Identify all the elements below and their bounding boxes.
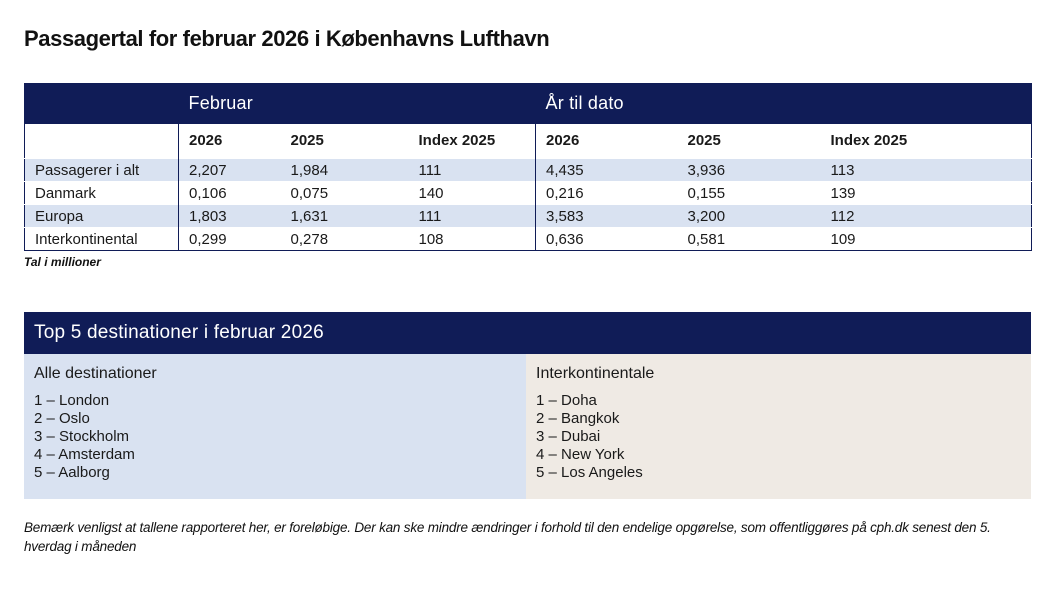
page-title: Passagertal for februar 2026 i København…: [24, 26, 550, 51]
cell-ytd-2025: 3,200: [677, 204, 821, 228]
top5-panel-all-destinations: Alle destinationer 1 – London 2 – Oslo 3…: [24, 354, 526, 499]
cell-ytd-index: 112: [820, 204, 1032, 228]
cell-feb-2026: 1,803: [178, 204, 281, 228]
list-item: 3 – Stockholm: [34, 428, 130, 445]
list-item: 2 – Oslo: [34, 410, 90, 427]
cell-ytd-2026: 0,216: [535, 181, 678, 205]
column-header-ytd-2025: 2025: [687, 132, 721, 150]
row-label: Passagerer i alt: [24, 158, 179, 182]
cell-ytd-2026: 3,583: [535, 204, 678, 228]
column-header-feb-index: Index 2025: [408, 123, 536, 159]
column-header-ytd-index: Index 2025: [830, 132, 908, 150]
cell-feb-2026: 0,106: [178, 181, 281, 205]
cell-feb-index: 111: [408, 158, 536, 182]
cell-feb-index: 140: [408, 181, 536, 205]
top5-panels: Alle destinationer 1 – London 2 – Oslo 3…: [24, 354, 1031, 499]
cell-feb-index: 111: [408, 204, 536, 228]
group-header-corner: [25, 84, 179, 124]
table-row-passagerer-i-alt: Passagerer i alt 2,207 1,984 111 4,435 3…: [24, 158, 1032, 182]
cell-feb-2026: 2,207: [178, 158, 281, 182]
disclaimer-text: Bemærk venligst at tallene rapporteret h…: [24, 520, 991, 554]
cell-ytd-2026: 4,435: [535, 158, 678, 182]
table-row-europa: Europa 1,803 1,631 111 3,583 3,200 112: [24, 204, 1032, 228]
column-header-ytd-2026: 2026: [546, 132, 580, 150]
list-item: 5 – Aalborg: [34, 464, 110, 481]
list-item: 2 – Bangkok: [536, 410, 620, 427]
cell-feb-2025: 1,631: [280, 204, 409, 228]
list-item: 5 – Los Angeles: [536, 464, 643, 481]
passenger-stats-table: Februar År til dato 2026 2025 Index 2025…: [24, 83, 1032, 251]
table-column-header-row: 2026 2025 Index 2025 2026 2025 Index 202…: [24, 123, 1032, 159]
list-item: 4 – Amsterdam: [34, 446, 135, 463]
table-footnote: Tal i millioner: [24, 255, 101, 269]
cell-ytd-2025: 3,936: [677, 158, 821, 182]
report-page: Passagertal for februar 2026 i København…: [24, 26, 1032, 554]
list-item: 1 – Doha: [536, 392, 597, 409]
row-label: Europa: [24, 204, 179, 228]
top5-panel-intercontinental: Interkontinentale 1 – Doha 2 – Bangkok 3…: [526, 354, 1031, 499]
cell-feb-2025: 0,278: [280, 227, 409, 251]
top5-section-title: Top 5 destinationer i februar 2026: [24, 312, 1031, 354]
cell-ytd-2025: 0,581: [677, 227, 821, 251]
top5-inter-list: 1 – Doha 2 – Bangkok 3 – Dubai 4 – New Y…: [536, 392, 1031, 482]
cell-ytd-index: 109: [820, 227, 1032, 251]
cell-ytd-index: 139: [820, 181, 1032, 205]
table-row-interkontinental: Interkontinental 0,299 0,278 108 0,636 0…: [24, 227, 1032, 251]
table-row-danmark: Danmark 0,106 0,075 140 0,216 0,155 139: [24, 181, 1032, 205]
list-item: 4 – New York: [536, 446, 625, 463]
cell-feb-2026: 0,299: [178, 227, 281, 251]
cell-ytd-index: 113: [820, 158, 1032, 182]
cell-feb-2025: 0,075: [280, 181, 409, 205]
list-item: 3 – Dubai: [536, 428, 601, 445]
table-group-header-row: Februar År til dato: [24, 83, 1032, 124]
cell-ytd-2025: 0,155: [677, 181, 821, 205]
group-header-february: Februar: [188, 93, 253, 114]
top5-all-header: Alle destinationer: [34, 365, 157, 382]
top5-section: Top 5 destinationer i februar 2026 Alle …: [24, 312, 1031, 499]
cell-feb-index: 108: [408, 227, 536, 251]
row-label: Interkontinental: [24, 227, 179, 251]
top5-inter-header: Interkontinentale: [536, 365, 655, 382]
group-header-year-to-date: År til dato: [545, 93, 624, 114]
row-label: Danmark: [24, 181, 179, 205]
list-item: 1 – London: [34, 392, 110, 409]
column-header-feb-2025: 2025: [290, 132, 324, 150]
top5-all-list: 1 – London 2 – Oslo 3 – Stockholm 4 – Am…: [34, 392, 526, 482]
column-header-empty: [24, 123, 179, 159]
column-header-feb-2026: 2026: [189, 132, 223, 150]
cell-feb-2025: 1,984: [280, 158, 409, 182]
cell-ytd-2026: 0,636: [535, 227, 678, 251]
